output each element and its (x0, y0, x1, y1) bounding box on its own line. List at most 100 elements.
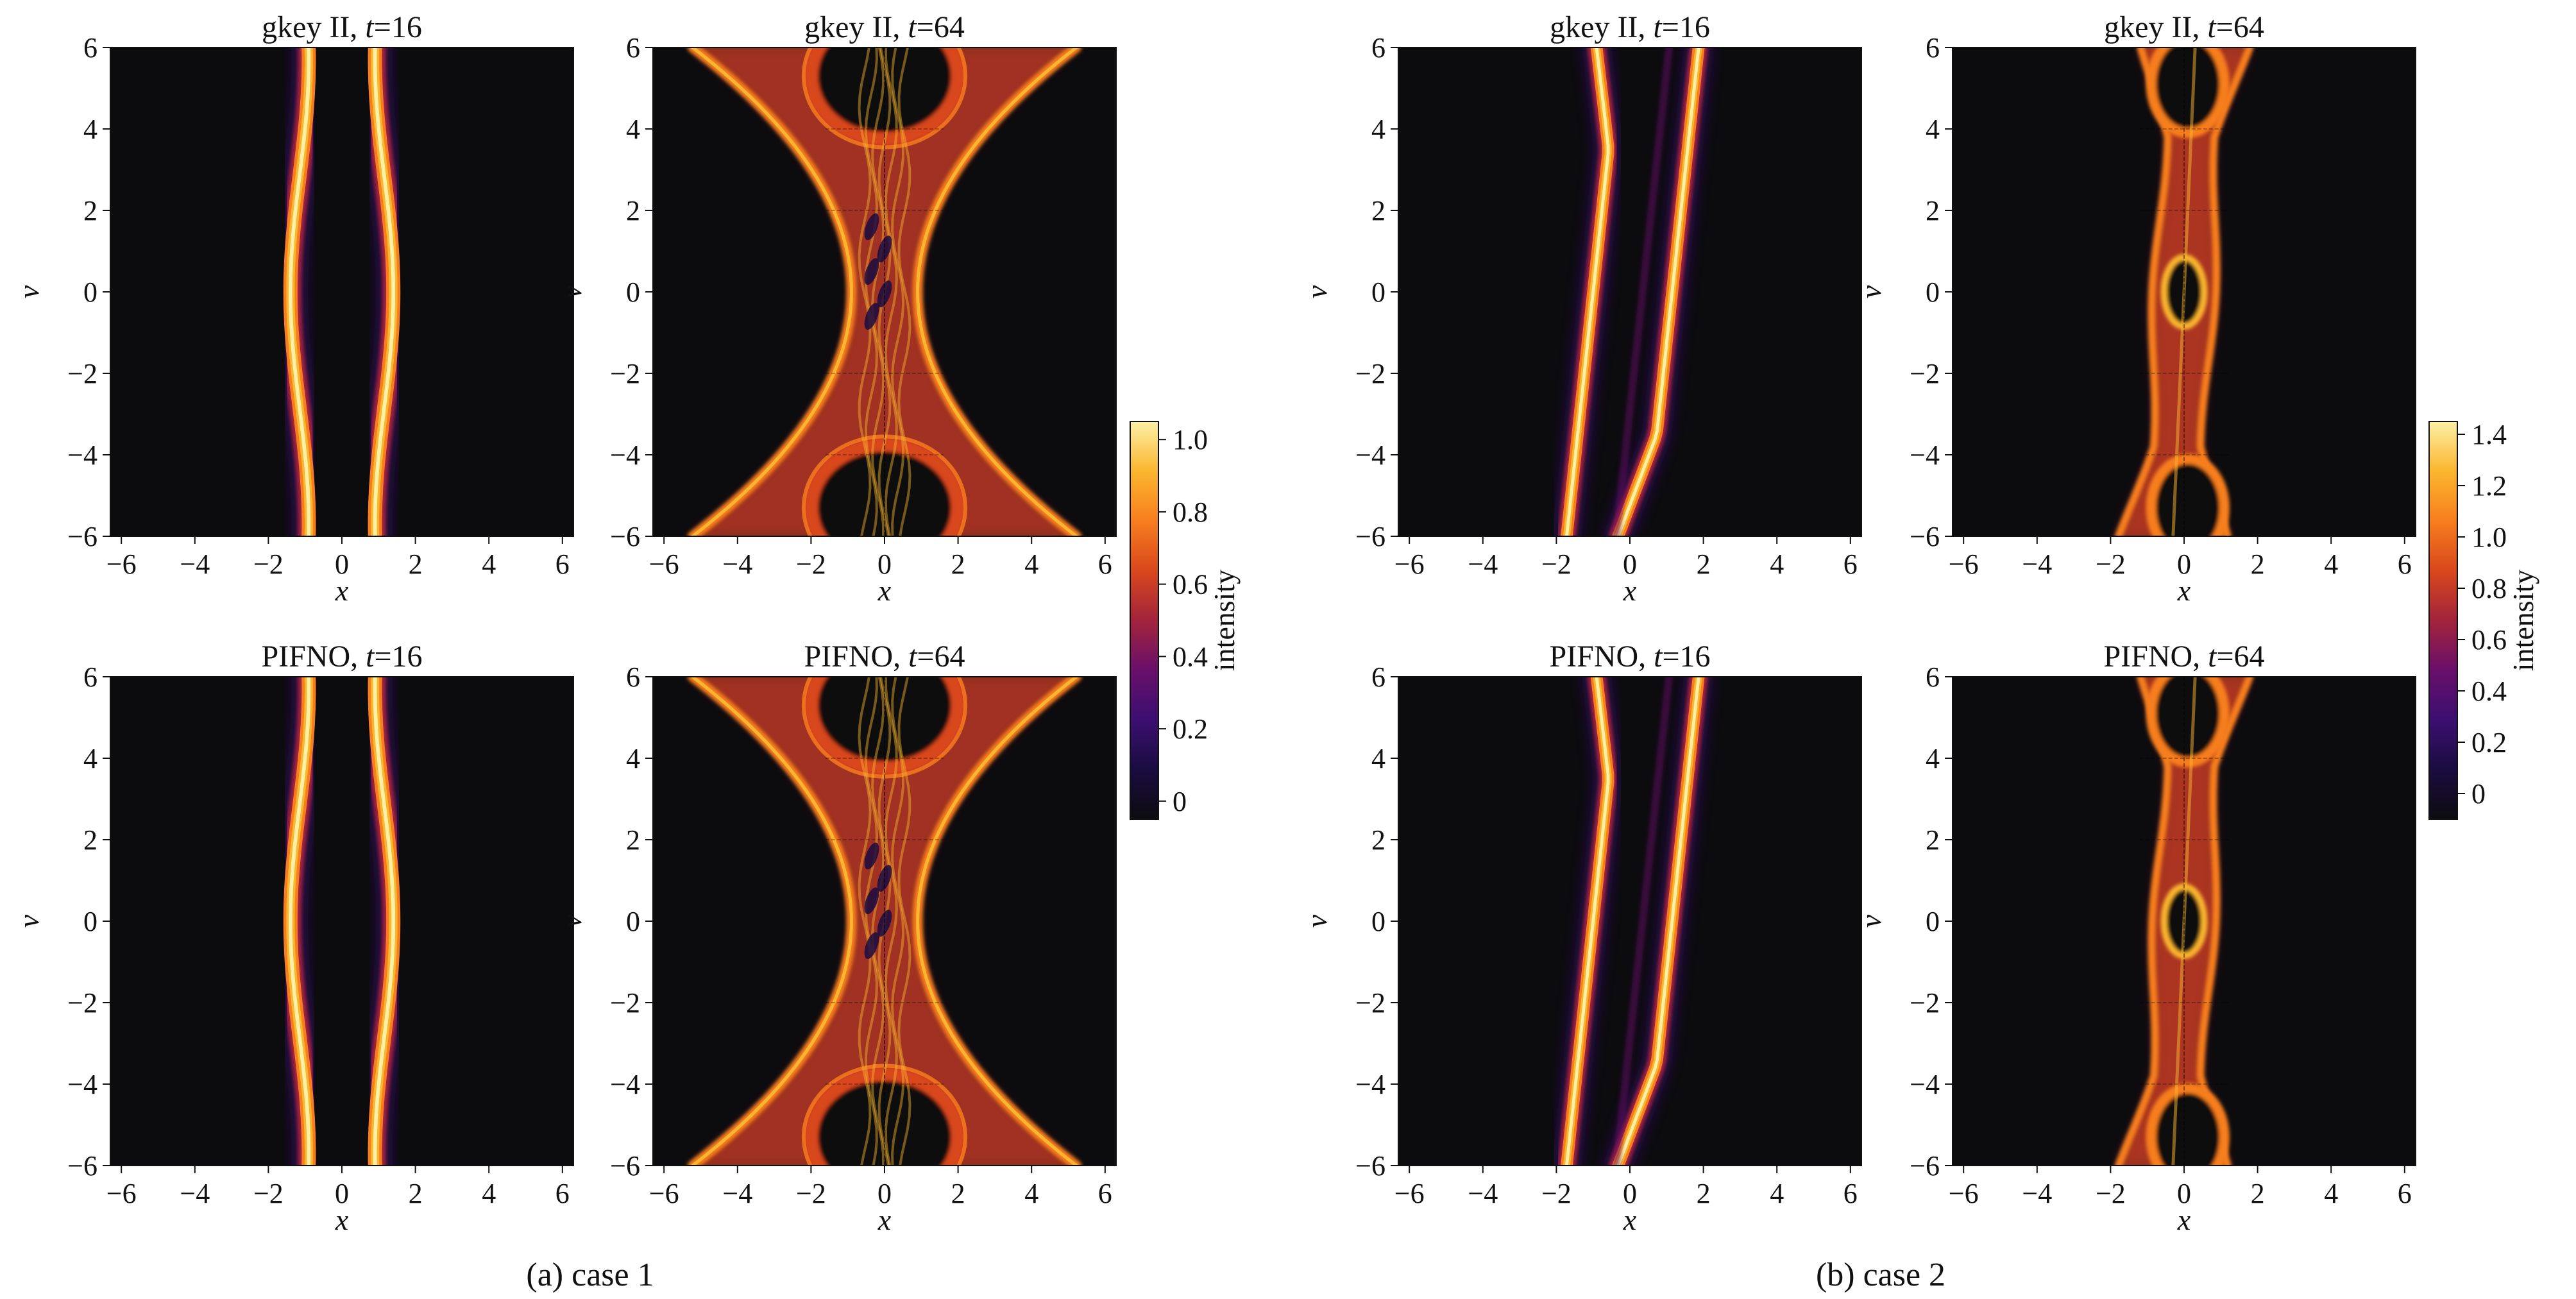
x-axis-label: x (877, 1203, 892, 1236)
y-tick-label: −2 (1910, 358, 1940, 389)
colorbar-tick-label: 0.2 (2471, 727, 2507, 758)
heatmap-field (1552, 677, 1714, 1166)
x-axis-label: x (335, 1203, 349, 1236)
colorbar-tick-label: 0.8 (1173, 497, 1208, 528)
y-tick-label: −4 (67, 439, 97, 471)
x-axis-label: x (2177, 1203, 2191, 1236)
x-axis-label: x (2177, 574, 2191, 607)
y-tick-label: −6 (1355, 1150, 1385, 1182)
x-tick-label: −2 (796, 1178, 826, 1209)
colorbar-label: intensity (2507, 570, 2539, 671)
x-tick-label: 4 (2324, 548, 2338, 580)
heatmap-background (1398, 47, 1861, 536)
x-tick-label: 6 (1843, 1178, 1858, 1209)
y-tick-label: 0 (626, 906, 640, 937)
y-tick-label: −2 (1910, 987, 1940, 1019)
heatmap-panel-7: −6 −4 −2 0 2 4 6 −6 −4 −2 0 2 4 6 x v PIFNO, t=16 (1300, 640, 1862, 1236)
x-tick-label: −6 (1949, 1178, 1979, 1209)
y-tick-label: −6 (1910, 1150, 1940, 1182)
y-tick-label: 2 (626, 195, 640, 226)
x-tick-label: −4 (1468, 548, 1498, 580)
y-tick-label: −4 (1910, 1069, 1940, 1100)
panel-title: PIFNO, t=16 (1549, 640, 1710, 674)
heatmap-field (273, 47, 411, 536)
y-tick-label: 6 (626, 661, 640, 693)
y-tick-label: −4 (1355, 1069, 1385, 1100)
heatmap-panel-4: −6 −4 −2 0 2 4 6 −6 −4 −2 0 2 4 6 x v PIFNO, t=64 (555, 640, 1117, 1236)
x-tick-label: 6 (2398, 1178, 2412, 1209)
colorbar-tick-label: 1.4 (2471, 419, 2507, 450)
heatmap-field (2114, 47, 2254, 536)
y-axis-label: v (1300, 285, 1333, 298)
y-tick-label: 2 (83, 195, 97, 226)
y-tick-label: −4 (610, 1069, 640, 1100)
y-tick-label: 4 (83, 114, 97, 145)
x-tick-label: −2 (796, 548, 826, 580)
y-tick-label: 0 (626, 276, 640, 308)
y-tick-label: 0 (1926, 276, 1940, 308)
x-tick-label: 4 (2324, 1178, 2338, 1209)
panel-title: PIFNO, t=64 (804, 640, 965, 674)
heatmap-panel-5: −6 −4 −2 0 2 4 6 −6 −4 −2 0 2 4 6 x v gkey II, t=16 (1300, 10, 1862, 607)
y-tick-label: 2 (626, 824, 640, 856)
x-tick-label: 4 (1024, 1178, 1038, 1209)
colorbar-tick-label: 0 (2471, 778, 2486, 810)
x-axis-label: x (335, 574, 349, 607)
x-tick-label: 2 (951, 548, 965, 580)
x-tick-label: −2 (2096, 1178, 2126, 1209)
panel-title: gkey II, t=16 (262, 10, 422, 44)
y-tick-label: 4 (626, 743, 640, 774)
y-tick-label: −2 (610, 987, 640, 1019)
heatmap-field (1552, 47, 1714, 536)
x-tick-label: −6 (649, 1178, 679, 1209)
x-tick-label: 2 (1697, 1178, 1711, 1209)
y-tick-label: −4 (610, 439, 640, 471)
x-tick-label: −2 (1541, 1178, 1572, 1209)
y-tick-label: 4 (83, 743, 97, 774)
x-tick-label: 0 (877, 1178, 892, 1209)
x-tick-label: 6 (555, 1178, 570, 1209)
x-tick-label: −2 (253, 1178, 284, 1209)
x-tick-label: 6 (2398, 548, 2412, 580)
y-tick-label: −6 (1910, 521, 1940, 552)
y-tick-label: −2 (610, 358, 640, 389)
heatmap-panel-6: −6 −4 −2 0 2 4 6 −6 −4 −2 0 2 4 6 x v gkey II, t=64 (1854, 10, 2416, 607)
x-tick-label: 2 (2251, 548, 2265, 580)
y-tick-label: 4 (1371, 743, 1385, 774)
x-tick-label: 2 (2251, 1178, 2265, 1209)
x-tick-label: −4 (1468, 1178, 1498, 1209)
x-tick-label: 4 (1770, 548, 1784, 580)
y-tick-label: 4 (1926, 114, 1940, 145)
colorbar-gradient (2428, 421, 2458, 820)
panel-title: gkey II, t=64 (2104, 10, 2264, 44)
y-tick-label: 0 (1926, 906, 1940, 937)
y-tick-label: 0 (83, 906, 97, 937)
colorbar-tick-label: 1.0 (1173, 424, 1208, 455)
x-tick-label: 0 (877, 548, 892, 580)
y-tick-label: 6 (83, 661, 97, 693)
heatmap-background (1398, 677, 1861, 1166)
y-tick-label: −6 (610, 1150, 640, 1182)
y-tick-label: 6 (1371, 32, 1385, 64)
heatmap-field (2114, 677, 2254, 1166)
colorbar-tick-label: 1.0 (2471, 522, 2507, 553)
x-tick-label: 6 (1843, 548, 1858, 580)
panel-title: PIFNO, t=16 (261, 640, 422, 674)
heatmap-panel-2: −6 −4 −2 0 2 4 6 −6 −4 −2 0 2 4 6 x v gkey II, t=64 (555, 10, 1117, 607)
heatmap-panel-8: −6 −4 −2 0 2 4 6 −6 −4 −2 0 2 4 6 x v PIFNO, t=64 (1854, 640, 2416, 1236)
y-axis-label: v (1854, 914, 1887, 928)
y-tick-label: 6 (626, 32, 640, 64)
y-tick-label: −4 (67, 1069, 97, 1100)
x-tick-label: −4 (722, 548, 752, 580)
y-tick-label: −6 (67, 521, 97, 552)
y-tick-label: 0 (1371, 906, 1385, 937)
heatmap-field (273, 677, 411, 1166)
x-tick-label: −2 (2096, 548, 2126, 580)
y-tick-label: 6 (83, 32, 97, 64)
y-axis-label: v (12, 285, 45, 298)
y-tick-label: −6 (610, 521, 640, 552)
x-tick-label: 4 (482, 548, 496, 580)
colorbar-tick-label: 0.6 (2471, 624, 2507, 656)
x-tick-label: 0 (335, 1178, 349, 1209)
